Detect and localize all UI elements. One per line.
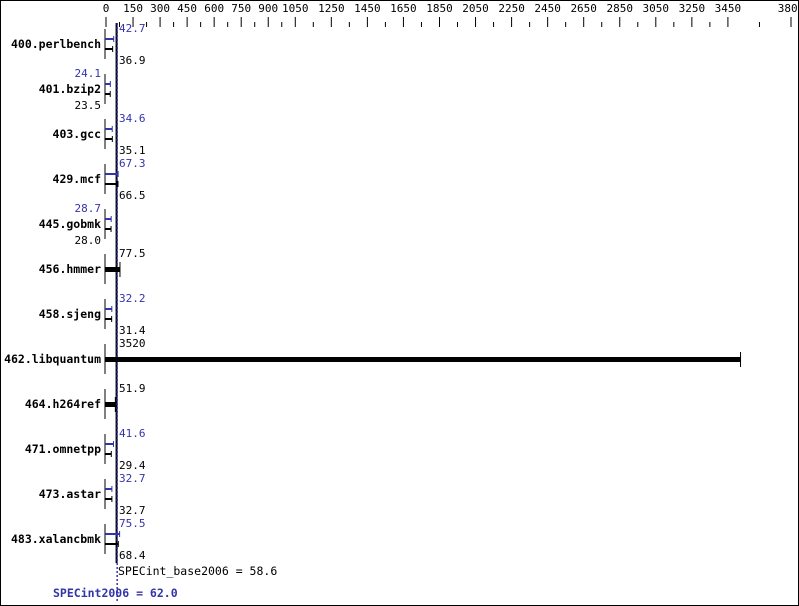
- peak-summary-label: SPECint2006 = 62.0: [53, 586, 178, 600]
- base-bar: [105, 357, 741, 362]
- base-value-label: 68.4: [119, 549, 146, 562]
- base-value-label: 51.9: [119, 382, 146, 395]
- tick-label: 2850: [607, 2, 634, 15]
- tick-label: 450: [177, 2, 197, 15]
- benchmark-label: 483.xalancbmk: [11, 532, 101, 546]
- benchmark-label: 429.mcf: [53, 172, 102, 186]
- base-value-label: 29.4: [119, 459, 146, 472]
- benchmark-label: 403.gcc: [53, 127, 101, 141]
- peak-value-label: 41.6: [119, 427, 146, 440]
- benchmark-label: 462.libquantum: [4, 352, 101, 366]
- tick-label: 3800: [778, 2, 798, 15]
- tick-label: 3450: [715, 2, 742, 15]
- peak-value-label: 28.7: [75, 202, 102, 215]
- tick-label: 750: [231, 2, 251, 15]
- base-value-label: 23.5: [75, 99, 102, 112]
- base-value-label: 28.0: [75, 234, 102, 247]
- tick-label: 3050: [643, 2, 670, 15]
- benchmark-label: 471.omnetpp: [25, 442, 101, 456]
- benchmark-label: 473.astar: [39, 487, 101, 501]
- peak-value-label: 24.1: [75, 67, 102, 80]
- tick-label: 2250: [498, 2, 525, 15]
- base-value-label: 31.4: [119, 324, 146, 337]
- base-summary-label: SPECint_base2006 = 58.6: [118, 564, 277, 578]
- peak-value-label: 32.7: [119, 472, 146, 485]
- tick-label: 0: [103, 2, 110, 15]
- base-bar: [105, 402, 116, 407]
- tick-label: 600: [204, 2, 224, 15]
- tick-label: 300: [150, 2, 170, 15]
- peak-value-label: 42.7: [119, 22, 146, 35]
- tick-label: 3250: [679, 2, 706, 15]
- base-value-label: 3520: [119, 337, 146, 350]
- peak-value-label: 67.3: [119, 157, 146, 170]
- benchmark-label: 458.sjeng: [39, 307, 101, 321]
- benchmark-label: 456.hmmer: [39, 262, 101, 276]
- benchmark-label: 464.h264ref: [25, 397, 101, 411]
- base-value-label: 35.1: [119, 144, 146, 157]
- base-bar: [105, 267, 120, 272]
- peak-value-label: 75.5: [119, 517, 146, 530]
- base-value-label: 77.5: [119, 247, 146, 260]
- tick-label: 1450: [354, 2, 381, 15]
- tick-label: 1250: [318, 2, 345, 15]
- base-value-label: 32.7: [119, 504, 146, 517]
- benchmark-label: 445.gobmk: [39, 217, 101, 231]
- base-value-label: 66.5: [119, 189, 146, 202]
- tick-label: 1650: [390, 2, 417, 15]
- tick-label: 150: [123, 2, 143, 15]
- tick-label: 2050: [462, 2, 489, 15]
- peak-value-label: 34.6: [119, 112, 146, 125]
- base-value-label: 36.9: [119, 54, 146, 67]
- tick-label: 1050: [282, 2, 309, 15]
- benchmark-label: 400.perlbench: [11, 37, 101, 51]
- peak-value-label: 32.2: [119, 292, 146, 305]
- tick-label: 2650: [570, 2, 597, 15]
- tick-label: 2450: [534, 2, 561, 15]
- benchmark-label: 401.bzip2: [39, 82, 101, 96]
- tick-label: 900: [258, 2, 278, 15]
- tick-label: 1850: [426, 2, 453, 15]
